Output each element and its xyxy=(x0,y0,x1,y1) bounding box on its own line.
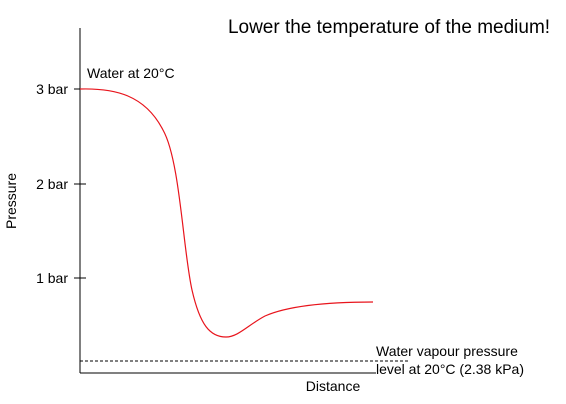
y-tick-label-3bar: 3 bar xyxy=(36,81,68,97)
y-tick-label-1bar: 1 bar xyxy=(36,270,68,286)
vapour-label-line1: Water vapour pressure xyxy=(376,343,518,359)
headline: Lower the temperature of the medium! xyxy=(228,17,550,38)
start-label: Water at 20°C xyxy=(87,65,175,81)
vapour-label-line2: level at 20°C (2.38 kPa) xyxy=(376,361,524,377)
y-axis-label: Pressure xyxy=(3,173,19,229)
y-tick-label-2bar: 2 bar xyxy=(36,176,68,192)
x-axis-label: Distance xyxy=(306,378,361,394)
pressure-curve xyxy=(79,88,374,338)
